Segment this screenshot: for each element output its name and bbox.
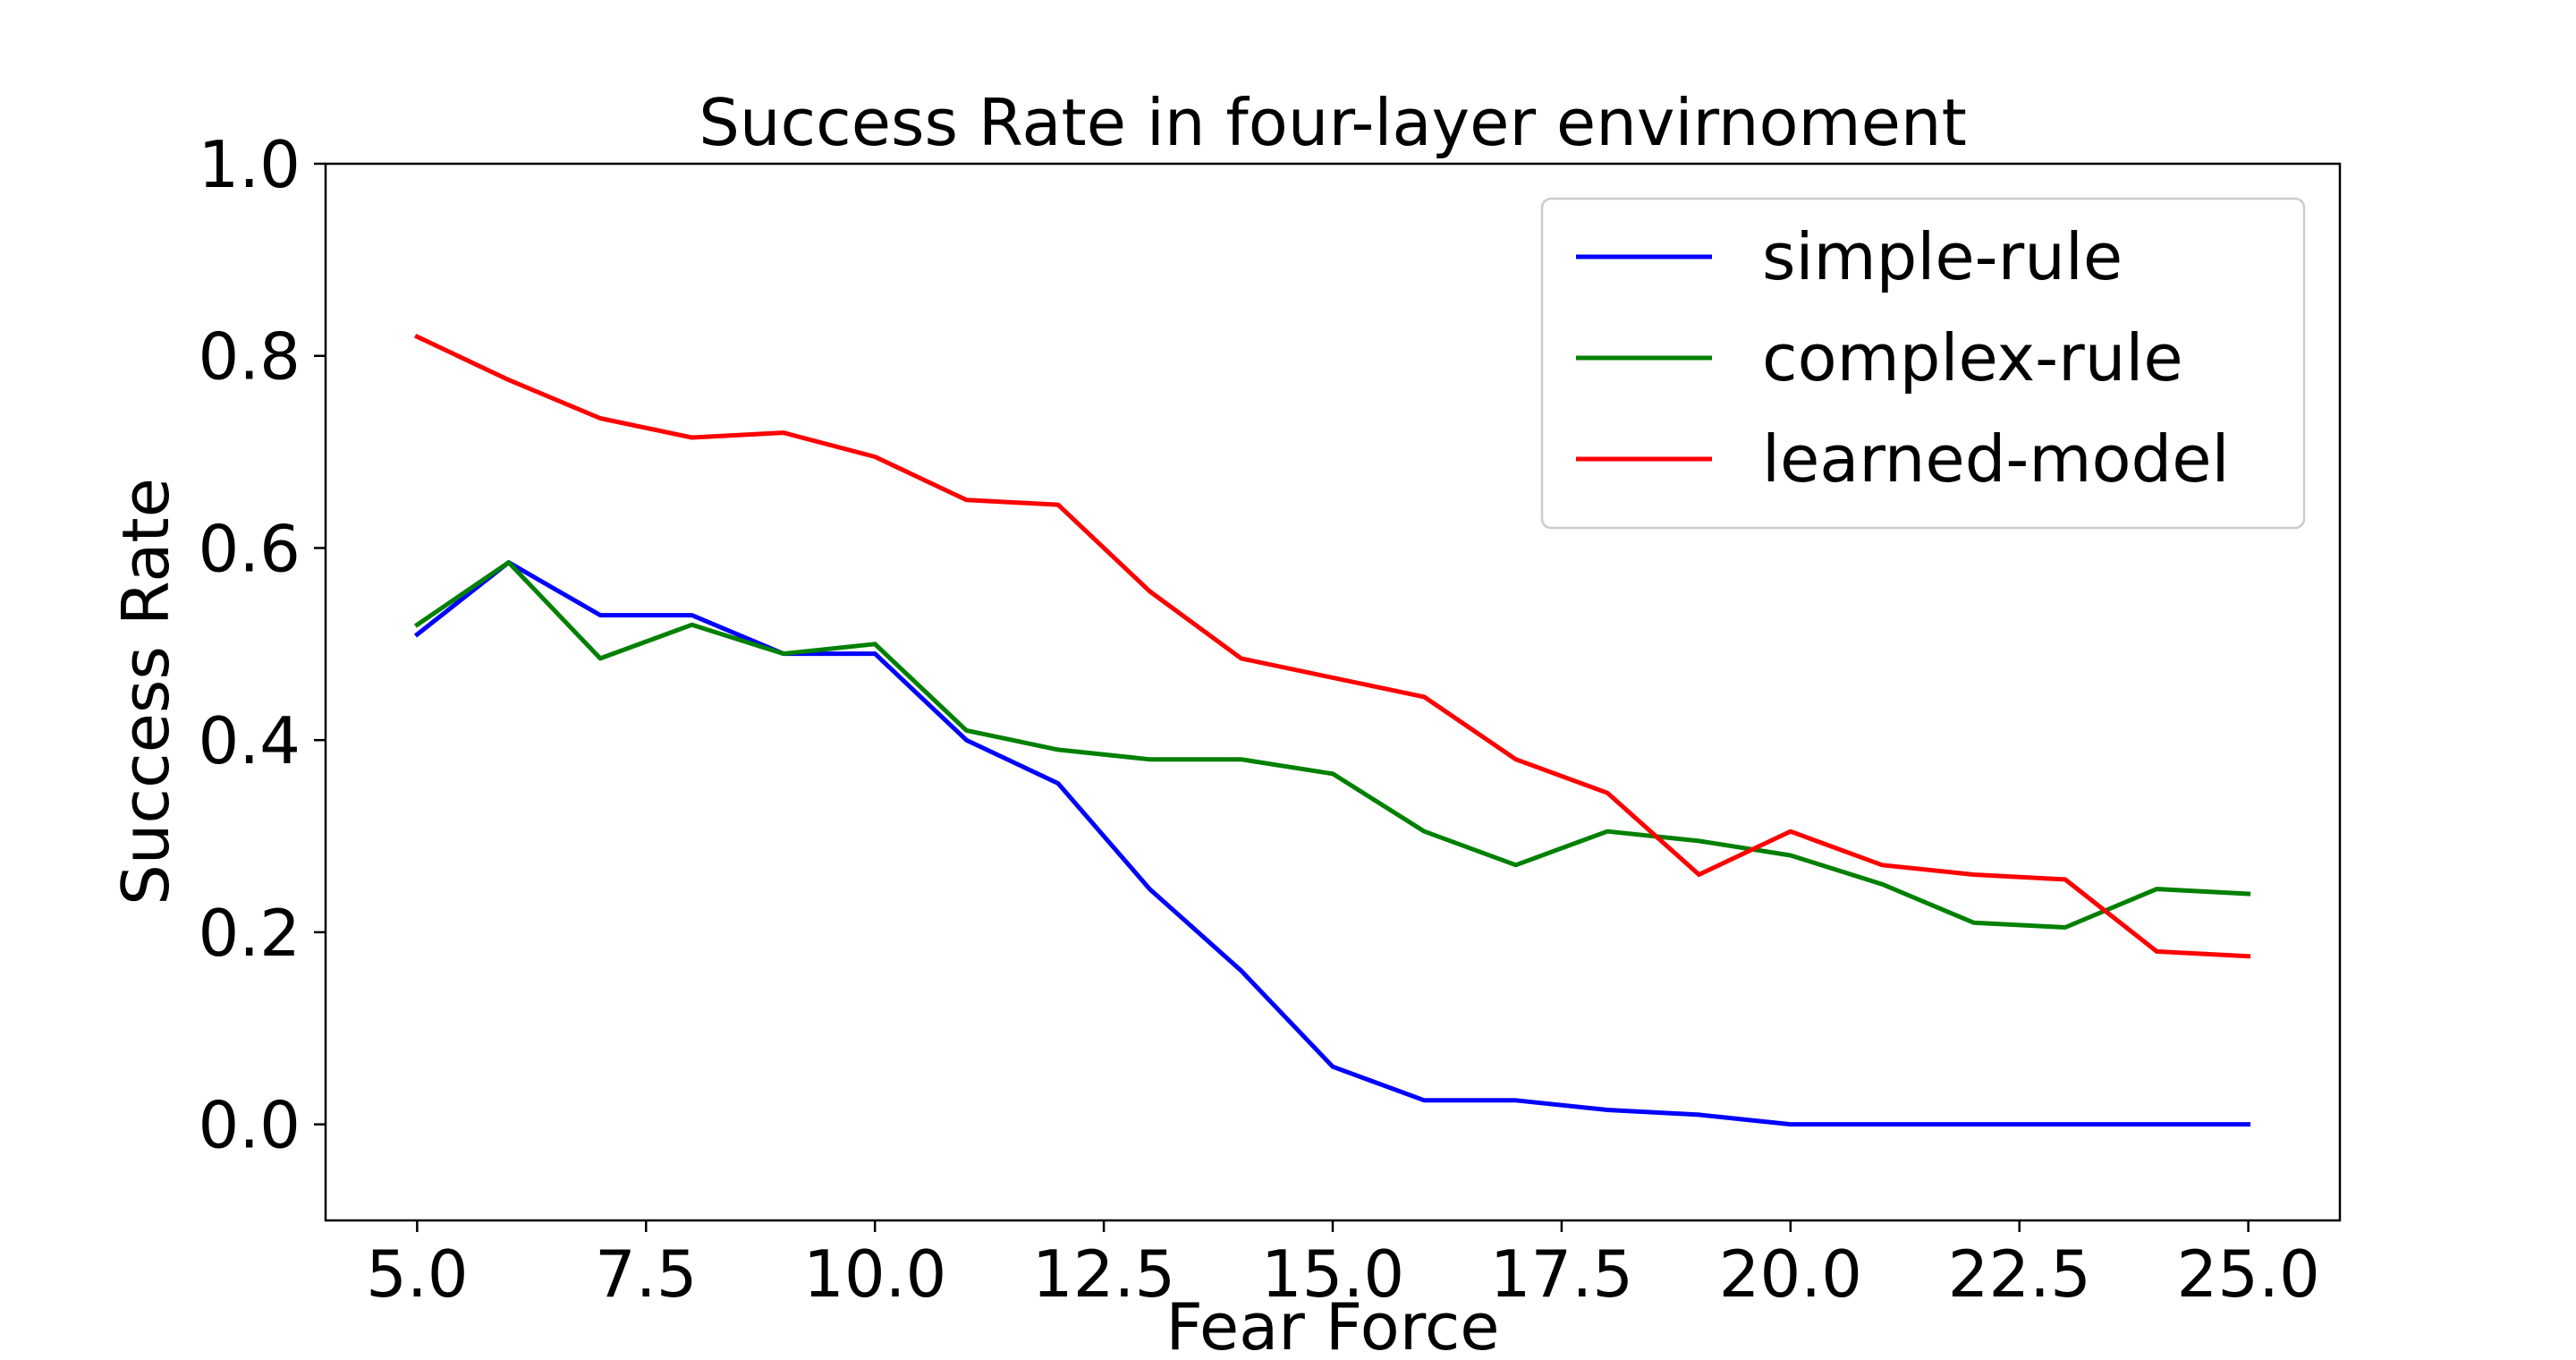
x-tick-label: 17.5 <box>1490 1237 1633 1312</box>
series-line-learned-model <box>414 333 2251 959</box>
legend-label-learned-model: learned-model <box>1762 421 2230 497</box>
x-tick-label: 5.0 <box>366 1237 469 1312</box>
x-tick-label: 20.0 <box>1719 1237 1862 1312</box>
y-tick-label: 0.2 <box>198 896 301 971</box>
legend-box <box>1540 197 2306 530</box>
x-tick-label: 15.0 <box>1261 1237 1404 1312</box>
x-tick-label: 7.5 <box>595 1237 698 1312</box>
x-axis-label: Fear Force <box>1165 1289 1499 1360</box>
chart-title: Success Rate in four-layer envirnoment <box>699 85 1967 160</box>
y-tick-label: 0.0 <box>198 1088 301 1163</box>
y-tick-label: 1.0 <box>198 127 301 202</box>
legend: simple-rule complex-rule learned-model <box>1540 197 2306 530</box>
series-line-simple-rule <box>413 560 2251 1127</box>
x-axis: 5.0 7.5 10.0 12.5 15.0 17.5 20.0 22.5 25.0 <box>366 1220 2320 1312</box>
y-axis-label: Success Rate <box>108 478 183 905</box>
y-axis: 0.0 0.2 0.4 0.6 0.8 1.0 <box>198 127 326 1163</box>
legend-label-simple-rule: simple-rule <box>1762 219 2123 294</box>
x-tick-label: 10.0 <box>803 1237 946 1312</box>
x-tick-label: 25.0 <box>2176 1237 2319 1312</box>
y-tick-label: 0.6 <box>198 511 301 586</box>
x-tick-label: 12.5 <box>1032 1237 1175 1312</box>
series-line-complex-rule <box>413 560 2251 930</box>
y-tick-label: 0.8 <box>198 319 301 395</box>
plot-area <box>413 333 2251 1127</box>
y-tick-label: 0.4 <box>198 703 301 778</box>
x-tick-label: 22.5 <box>1948 1237 2091 1312</box>
legend-label-complex-rule: complex-rule <box>1762 320 2183 395</box>
legend-items: simple-rule complex-rule learned-model <box>1576 219 2230 497</box>
